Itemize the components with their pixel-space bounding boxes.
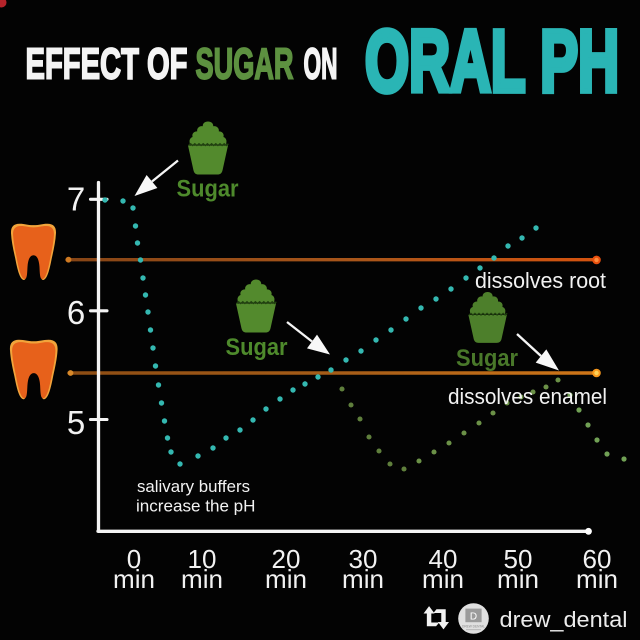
svg-text:5: 5	[67, 404, 85, 441]
svg-text:20: 20	[272, 544, 301, 574]
svg-text:40: 40	[429, 544, 458, 574]
svg-text:10: 10	[188, 544, 217, 574]
svg-text:min: min	[113, 564, 155, 594]
svg-text:min: min	[576, 564, 618, 594]
svg-text:increase the pH: increase the pH	[136, 497, 256, 516]
svg-text:Sugar: Sugar	[177, 176, 239, 203]
svg-text:6: 6	[67, 294, 85, 331]
svg-text:Sugar: Sugar	[226, 334, 288, 361]
svg-text:7: 7	[67, 181, 85, 218]
svg-text:D: D	[470, 611, 477, 622]
svg-text:30: 30	[349, 544, 378, 574]
svg-text:SUGAR: SUGAR	[196, 39, 294, 88]
svg-text:min: min	[342, 564, 384, 594]
svg-text:50: 50	[504, 544, 533, 574]
svg-text:60: 60	[583, 544, 612, 574]
svg-text:dissolves root: dissolves root	[475, 268, 606, 293]
svg-text:ORAL PH: ORAL PH	[365, 13, 619, 110]
svg-text:min: min	[181, 564, 223, 594]
svg-text:dissolves enamel: dissolves enamel	[448, 384, 607, 409]
svg-text:ON: ON	[304, 39, 338, 88]
svg-text:salivary buffers: salivary buffers	[137, 477, 250, 496]
svg-text:0: 0	[127, 544, 141, 574]
svg-text:EFFECT OF: EFFECT OF	[26, 39, 188, 88]
svg-text:DREW DENTAL: DREW DENTAL	[462, 624, 485, 628]
svg-text:min: min	[497, 564, 539, 594]
svg-text:min: min	[422, 564, 464, 594]
svg-text:drew_dental: drew_dental	[500, 607, 628, 632]
svg-text:Sugar: Sugar	[456, 345, 518, 372]
svg-text:min: min	[265, 564, 307, 594]
